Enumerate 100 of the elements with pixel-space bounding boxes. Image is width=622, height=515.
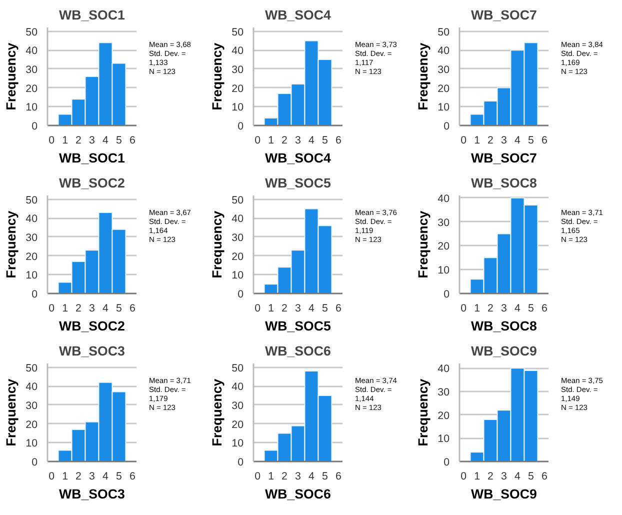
chart-title: WB_SOC1 — [59, 8, 126, 22]
x-tick-label: 5 — [322, 470, 328, 482]
y-tick-label: 20 — [26, 250, 38, 263]
y-axis-title: Frequency — [210, 210, 225, 278]
x-tick-label: 6 — [541, 470, 548, 482]
y-tick-label: 10 — [232, 438, 244, 450]
chart-title: WB_SOC3 — [59, 344, 125, 358]
x-tick-label: 0 — [48, 302, 55, 314]
y-axis-title: Frequency — [416, 42, 431, 110]
y-tick-label: 50 — [232, 362, 244, 374]
x-tick-label: 2 — [76, 134, 82, 146]
y-tick-label: 30 — [438, 64, 450, 76]
x-tick-label: 0 — [254, 134, 261, 146]
y-tick-label: 10 — [26, 438, 38, 450]
y-tick-label: 10 — [438, 102, 450, 114]
y-tick-label: 10 — [232, 270, 244, 282]
y-tick-label: 50 — [26, 194, 38, 206]
y-tick-label: 20 — [232, 250, 244, 263]
x-tick-label: 3 — [501, 470, 508, 482]
x-tick-label: 3 — [89, 134, 96, 146]
chart-title: WB_SOC6 — [265, 344, 331, 358]
y-tick-label: 0 — [444, 456, 450, 468]
y-tick-label: 10 — [26, 270, 38, 282]
y-tick-label: 10 — [26, 102, 38, 114]
x-tick-label: 6 — [335, 302, 342, 314]
x-tick-label: 5 — [528, 134, 534, 146]
y-tick-label: 40 — [438, 192, 450, 205]
x-tick-label: 3 — [295, 302, 302, 314]
y-tick-label: 20 — [438, 82, 450, 95]
y-tick-label: 50 — [232, 194, 244, 206]
x-tick-label: 4 — [514, 302, 521, 314]
y-axis-title: Frequency — [4, 210, 19, 278]
y-tick-label: 10 — [438, 264, 450, 277]
x-tick-label: 0 — [460, 470, 467, 482]
x-tick-label: 2 — [488, 134, 494, 146]
y-tick-label: 0 — [238, 120, 244, 132]
x-tick-label: 5 — [322, 302, 328, 314]
x-tick-label: 1 — [62, 134, 68, 146]
y-tick-label: 20 — [232, 82, 244, 95]
chart-title: WB_SOC2 — [59, 176, 125, 190]
x-tick-label: 3 — [501, 134, 508, 146]
y-tick-label: 30 — [438, 386, 450, 398]
x-tick-label: 4 — [102, 134, 109, 146]
y-tick-label: 10 — [438, 433, 450, 446]
x-tick-label: 0 — [48, 470, 55, 482]
chart-title: WB_SOC7 — [471, 8, 537, 22]
x-tick-label: 2 — [488, 302, 494, 314]
y-tick-label: 50 — [26, 26, 38, 38]
x-tick-label: 6 — [541, 302, 548, 314]
x-tick-label: 3 — [89, 470, 96, 482]
x-tick-label: 3 — [501, 302, 508, 314]
y-tick-label: 40 — [232, 381, 244, 394]
x-tick-label: 6 — [541, 134, 548, 146]
y-tick-label: 0 — [32, 288, 38, 300]
y-tick-label: 50 — [438, 26, 450, 38]
y-tick-label: 30 — [26, 64, 38, 76]
y-tick-label: 0 — [32, 456, 38, 468]
y-tick-label: 20 — [438, 410, 450, 422]
y-tick-label: 10 — [232, 102, 244, 114]
x-tick-label: 0 — [254, 470, 261, 482]
x-tick-label: 6 — [129, 302, 136, 314]
x-tick-label: 2 — [76, 470, 82, 482]
y-axis-title: Frequency — [416, 210, 431, 278]
x-tick-label: 1 — [62, 470, 68, 482]
y-tick-label: 30 — [438, 216, 450, 229]
x-tick-label: 3 — [295, 134, 302, 146]
x-tick-label: 1 — [268, 134, 274, 146]
y-tick-label: 30 — [232, 64, 244, 76]
x-tick-label: 1 — [474, 302, 480, 314]
y-tick-label: 30 — [232, 400, 244, 412]
x-tick-label: 0 — [48, 134, 55, 146]
x-tick-label: 4 — [102, 302, 109, 314]
x-tick-label: 1 — [474, 134, 480, 146]
y-tick-label: 20 — [26, 418, 38, 431]
y-tick-label: 40 — [232, 213, 244, 226]
y-tick-label: 40 — [26, 381, 38, 394]
x-tick-label: 6 — [129, 470, 136, 482]
x-tick-label: 4 — [102, 470, 109, 482]
x-tick-label: 0 — [460, 302, 467, 314]
x-tick-label: 4 — [308, 302, 315, 314]
y-tick-label: 30 — [26, 232, 38, 244]
x-tick-label: 1 — [268, 302, 274, 314]
x-tick-label: 6 — [335, 134, 342, 146]
y-tick-label: 20 — [26, 82, 38, 95]
x-axis-title: WB_SOC3 — [59, 486, 125, 502]
y-tick-label: 50 — [232, 26, 244, 38]
y-tick-label: 40 — [438, 363, 450, 376]
x-tick-label: 0 — [460, 134, 467, 146]
y-tick-label: 40 — [26, 45, 38, 58]
chart-title: WB_SOC5 — [265, 176, 332, 190]
x-axis-title: WB_SOC1 — [59, 150, 126, 166]
y-tick-label: 20 — [438, 240, 450, 253]
chart-title: WB_SOC8 — [471, 176, 537, 190]
y-tick-label: 40 — [438, 45, 450, 58]
x-axis-title: WB_SOC2 — [59, 318, 125, 334]
y-axis-title: Frequency — [4, 42, 19, 110]
x-tick-label: 0 — [254, 302, 261, 314]
x-axis-title: WB_SOC6 — [265, 486, 331, 502]
x-tick-label: 5 — [116, 134, 122, 146]
y-tick-label: 0 — [32, 120, 38, 132]
